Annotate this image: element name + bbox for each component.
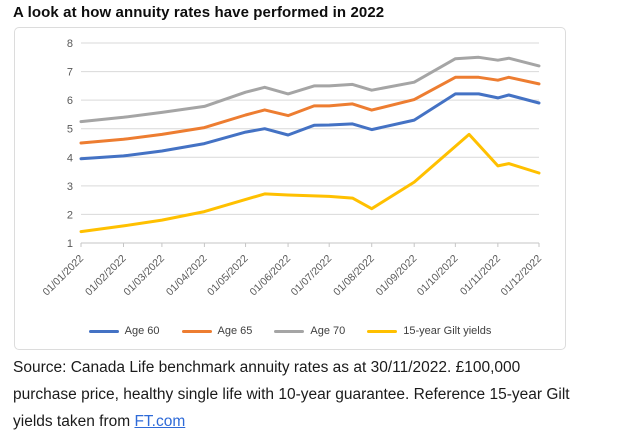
y-tick-label: 3	[67, 181, 73, 193]
series-line-age-70	[79, 55, 541, 124]
annuity-rates-line-chart: 1 2 3 4 5 6 7 8 01/01/202201/02/202201/03/202201…	[40, 38, 544, 299]
gridlines	[81, 42, 539, 244]
legend-label-gilt-yields: 15-year Gilt yields	[403, 325, 492, 337]
x-tick-label: 01/01/2022	[40, 253, 86, 299]
x-tick-label: 01/05/2022	[205, 253, 251, 299]
page-title: A look at how annuity rates have perform…	[13, 4, 385, 21]
legend-swatch-gilt-yields	[367, 329, 398, 333]
source-line-2: purchase price, healthy single life with…	[13, 386, 570, 403]
y-tick-label: 5	[67, 124, 73, 136]
source-note: Source: Canada Life benchmark annuity ra…	[13, 354, 637, 435]
x-tick-label: 01/11/2022	[458, 253, 503, 298]
chart-legend: Age 60 Age 65 Age 70 15-year Gilt yields	[15, 325, 565, 337]
source-line-3-text: yields taken from	[13, 413, 135, 430]
y-tick-label: 6	[67, 95, 73, 107]
source-line-3: yields taken from FT.com	[13, 408, 637, 435]
y-tick-label: 7	[67, 67, 73, 79]
legend-item-age-65: Age 65	[181, 325, 253, 337]
chart-container: 1 2 3 4 5 6 7 8 01/01/2022 01/02/2022 01/03/2022 01…	[14, 27, 566, 350]
y-tick-label: 8	[67, 38, 73, 50]
legend-item-age-70: Age 70	[274, 325, 345, 337]
legend-item-age-60: Age 60	[88, 325, 160, 337]
legend-swatch-age-65	[181, 329, 212, 333]
ft-com-link[interactable]: FT.com	[134, 413, 186, 430]
legend-label-age-60: Age 60	[124, 325, 160, 337]
y-tick-label: 2	[67, 209, 73, 221]
legend-swatch-age-60	[88, 329, 119, 333]
source-line-1: Source: Canada Life benchmark annuity ra…	[13, 359, 521, 376]
x-tick-label: 01/09/2022	[374, 253, 420, 299]
series-line-15-year-gilt-yields	[79, 132, 541, 234]
x-tick-label: 01/04/2022	[164, 253, 210, 299]
series-line-age-65	[79, 75, 541, 145]
legend-label-age-65: Age 65	[217, 325, 253, 337]
x-tick-label: 01/12/2022	[498, 253, 544, 299]
legend-swatch-age-70	[274, 329, 305, 333]
x-tick-label: 01/03/2022	[121, 253, 167, 299]
legend-item-gilt-yields: 15-year Gilt yields	[367, 325, 491, 337]
x-axis-tick-labels: 01/01/202201/02/202201/03/202201/04/2022…	[40, 253, 544, 299]
y-tick-label: 1	[67, 238, 73, 250]
x-tick-label: 01/06/2022	[248, 253, 294, 299]
legend-label-age-70: Age 70	[310, 325, 346, 337]
y-tick-label: 4	[67, 152, 73, 164]
x-tick-label: 01/07/2022	[289, 253, 335, 299]
series-line-age-60	[79, 92, 541, 161]
x-axis-tick-marks	[80, 243, 540, 247]
x-tick-label: 01/08/2022	[331, 253, 377, 299]
x-tick-label: 01/10/2022	[415, 253, 461, 299]
y-axis-tick-labels: 1 2 3 4 5 6 7 8	[67, 38, 73, 250]
